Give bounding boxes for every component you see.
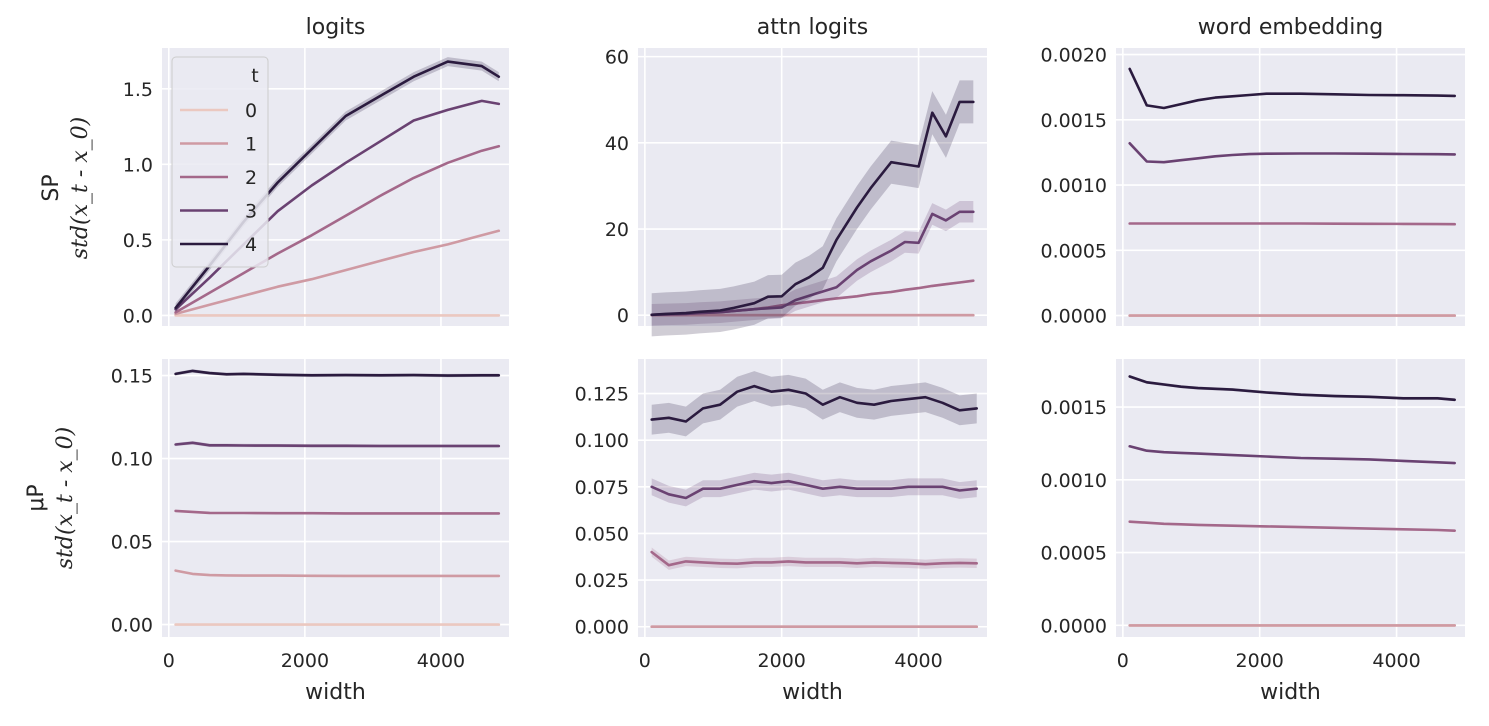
series-line-t2 [650, 550, 979, 567]
y-tick-label: 0.0015 [1041, 397, 1107, 419]
plot-area [1116, 359, 1465, 637]
ci-band-t4 [651, 371, 977, 437]
panel-title: attn logits [757, 15, 868, 40]
legend-title: t [251, 65, 258, 87]
panel-6: 0.0000 0.0005 0.0010 0.0015 0 2000 4000 width [1041, 359, 1465, 705]
y-tick-label: 0.0020 [1041, 45, 1107, 67]
legend-label-t4: 4 [245, 234, 257, 256]
x-tick-label: 0 [163, 650, 175, 672]
plot-area [638, 359, 987, 637]
row-label-mup-line2: std(x_t - x_0) [53, 427, 78, 569]
row-label-mup-line1: μP [24, 484, 49, 511]
y-tick-label: 0.0005 [1041, 240, 1107, 262]
y-tick-label: 0.125 [575, 384, 629, 406]
y-tick-label: 0.5 [123, 230, 153, 252]
plot-area [1116, 48, 1465, 326]
panel-3: 0.0000 0.0005 0.0010 0.0015 0.0020 word embed… [1041, 15, 1465, 328]
series-line-t3 [174, 441, 501, 448]
panel-title: word embedding [1198, 15, 1384, 40]
series-line-t4 [174, 369, 501, 377]
x-tick-label: 4000 [417, 650, 465, 672]
x-tick-label: 4000 [894, 650, 942, 672]
y-tick-label: 0.10 [111, 449, 153, 471]
legend-label-t0: 0 [245, 100, 257, 122]
series-line-t2 [174, 144, 501, 314]
x-axis-label: width [1260, 680, 1321, 705]
y-tick-label: 0.025 [575, 570, 629, 592]
y-tick-label: 0.05 [111, 532, 153, 554]
row-label-sp-line1: SP [39, 174, 64, 201]
series-line-t3 [650, 479, 979, 500]
series-line-t4 [1128, 67, 1456, 110]
row-label-sp-line2: std(x_t - x_0) [68, 117, 93, 259]
panel-2: 0 20 40 60 attn logits [605, 15, 987, 337]
plot-area [638, 48, 987, 326]
row-label-sp: SP std(x_t - x_0) [39, 117, 93, 259]
y-tick-label: 0.15 [111, 366, 153, 388]
plot-area [162, 359, 509, 637]
series-line-t1 [174, 569, 501, 578]
y-tick-label: 0.0005 [1041, 543, 1107, 565]
series-line-t2 [174, 509, 501, 515]
y-tick-label: 60 [605, 47, 629, 69]
x-tick-label: 4000 [1372, 650, 1420, 672]
ci-band-t3 [651, 472, 977, 507]
y-tick-label: 20 [605, 219, 629, 241]
panel-5: 0.000 0.025 0.050 0.075 0.100 0.125 0 2000 4000 w… [575, 359, 987, 705]
y-tick-label: 0.0000 [1041, 615, 1107, 637]
y-tick-label: 0.100 [575, 430, 629, 452]
y-tick-label: 0.0010 [1041, 470, 1107, 492]
legend-label-t1: 1 [245, 134, 257, 156]
y-tick-label: 0.050 [575, 523, 629, 545]
y-tick-label: 0.00 [111, 615, 153, 637]
y-tick-label: 0.0015 [1041, 110, 1107, 132]
series-line-t4 [1128, 375, 1456, 402]
x-tick-label: 2000 [758, 650, 806, 672]
y-tick-label: 0.0000 [1041, 306, 1107, 328]
x-axis-label: width [305, 680, 366, 705]
series-line-t4 [650, 384, 979, 423]
panel-title: logits [306, 15, 366, 40]
x-tick-label: 2000 [281, 650, 329, 672]
y-tick-label: 0.0 [123, 305, 153, 327]
y-tick-label: 0.000 [575, 617, 629, 639]
x-tick-label: 2000 [1236, 650, 1284, 672]
y-tick-label: 1.0 [123, 154, 153, 176]
y-tick-label: 0.0010 [1041, 175, 1107, 197]
x-tick-label: 0 [639, 650, 651, 672]
row-label-mup: μP std(x_t - x_0) [24, 427, 78, 569]
y-tick-label: 40 [605, 133, 629, 155]
legend-label-t2: 2 [245, 167, 257, 189]
series-line-t2 [1128, 520, 1456, 533]
y-tick-label: 0 [617, 305, 629, 327]
series-line-t3 [1128, 444, 1456, 465]
legend-label-t3: 3 [245, 201, 257, 223]
y-tick-label: 1.5 [123, 79, 153, 101]
series-line-t3 [1128, 142, 1456, 164]
series-line-t2 [1128, 222, 1456, 226]
panel-4: 0.00 0.05 0.10 0.15 0 2000 4000 width [111, 359, 509, 705]
legend: t 0 1 2 3 4 [171, 56, 269, 268]
ci-band-t4 [651, 80, 974, 337]
series-line-t1 [174, 229, 501, 316]
x-tick-label: 0 [1117, 650, 1129, 672]
x-axis-label: width [782, 680, 843, 705]
series-line-t4 [650, 100, 975, 317]
series-line-t3 [650, 210, 975, 317]
y-tick-label: 0.075 [575, 477, 629, 499]
